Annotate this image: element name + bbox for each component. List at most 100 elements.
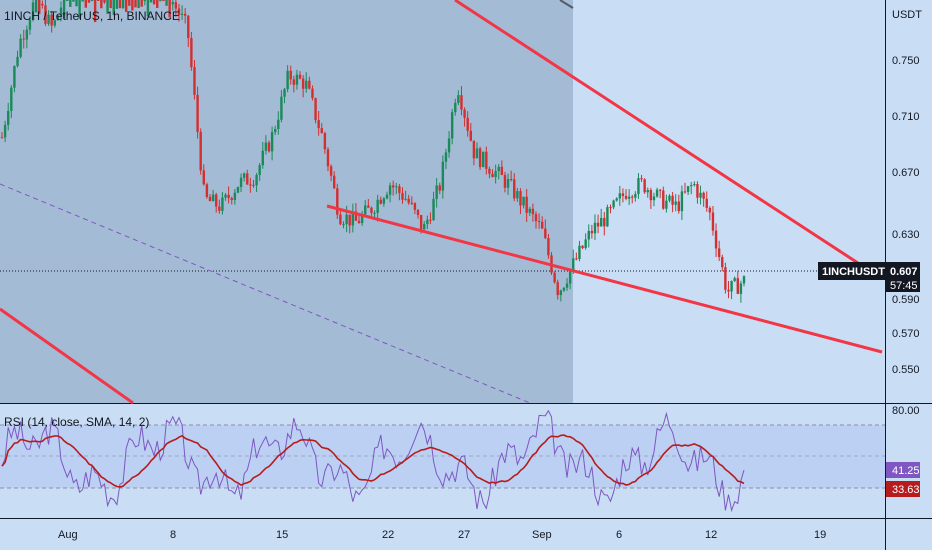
candle-body [332,175,336,189]
candle-body [19,38,22,57]
candle-body [658,189,662,191]
candle-body [447,138,451,153]
left-trendline[interactable] [0,307,134,405]
candle-body [190,38,193,68]
candle-body [208,196,212,202]
candle-body [41,3,44,6]
candle-body [721,257,724,268]
shaded-zone [0,0,573,403]
rsi-value-tag [886,462,920,478]
candle-body [258,165,261,176]
candle-body [739,283,743,294]
candle-body [714,230,718,249]
candle-body [584,239,587,248]
candle-body [62,0,66,19]
candle-body [109,0,112,9]
candle-body [407,198,410,203]
candle-body [25,29,29,40]
candle-body [637,178,640,195]
candle-body [53,20,56,26]
time-tick-4: 27 [458,529,470,541]
candle-body [218,206,221,211]
rsi-tick-0: 80.00 [892,405,920,417]
candle-body [519,191,522,206]
candle-body [128,0,131,6]
candle-body [708,207,712,213]
candle-body [187,15,190,39]
candle-body [199,131,202,171]
time-tick-0: Aug [58,529,78,541]
candle-body [450,112,454,139]
candle-body [711,212,715,231]
candle-body [357,220,361,224]
candle-body [115,0,119,9]
rsi-legend: RSI (14, close, SMA, 14, 2) [4,415,150,429]
candle-body [643,179,646,193]
candle-body [565,283,569,288]
candle-body [683,191,687,193]
candle-body [596,222,600,227]
last-price-tag [886,262,920,292]
candle-body [441,161,445,191]
candle-body [159,0,162,2]
candle-body [295,74,299,85]
candle-body [444,152,448,162]
shade-edge-line [559,0,574,9]
price-axis-unit: USDT [892,9,922,21]
candle-body [730,280,733,292]
candle-body [215,194,218,207]
candle-body [31,2,35,20]
rsi-value: 41.25 [892,465,920,477]
candle-body [354,211,358,221]
candle-body [388,185,392,195]
candle-body [376,199,379,213]
candle-body [469,130,472,141]
candle-body [634,194,637,198]
candle-body [230,198,233,201]
candle-body [541,221,544,229]
candle-body [280,96,283,120]
candle-body [494,171,497,178]
candle-body [264,142,268,151]
candle-body [202,170,205,185]
candle-body [649,190,653,201]
candle-body [233,192,237,201]
candle-body [410,202,414,204]
candle-body [460,95,463,110]
candle-body [478,148,482,168]
candle-body [547,238,550,256]
dashed-trendline [0,183,531,404]
candle-body [590,230,594,234]
rsi-line [1,409,745,513]
candle-body [50,14,53,26]
candle-body [267,142,271,152]
candle-body [559,290,563,296]
time-tick-7: 12 [705,529,717,541]
upper-trendline[interactable] [454,0,862,267]
candle-body [112,0,115,16]
candle-body [432,198,435,221]
candle-body [373,212,376,214]
candle-body [624,196,628,199]
price-tick-4: 0.590 [892,294,920,306]
time-tick-8: 19 [814,529,826,541]
candle-body [404,198,407,200]
last-price-value: 0.607 [890,266,918,278]
candle-body [286,70,289,90]
candle-body [655,189,659,197]
candle-body [385,194,389,199]
candle-body [277,119,280,129]
candle-body [193,67,196,95]
candle-body [652,196,656,201]
countdown-value: 57:45 [890,280,918,292]
candle-body [72,0,75,2]
candle-body [646,190,649,193]
candle-body [270,132,274,152]
candle-body [416,209,420,215]
candle-body [618,193,622,199]
lower-trendline[interactable] [326,204,883,354]
candle-body [690,185,693,187]
symbol-tag [818,262,885,280]
